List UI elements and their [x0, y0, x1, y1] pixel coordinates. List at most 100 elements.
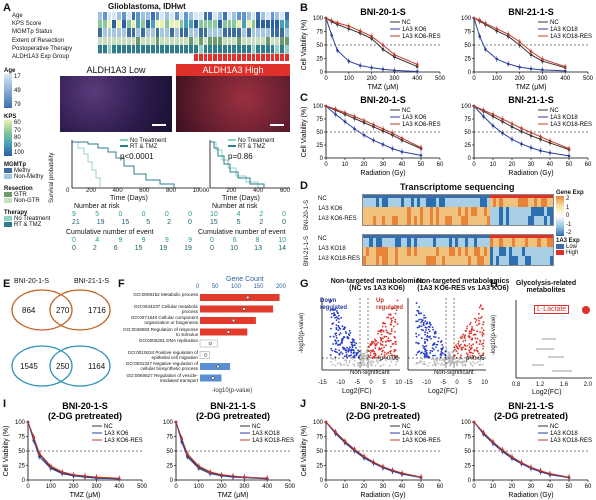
- volcano-point: [333, 313, 335, 315]
- event-cell: 2: [92, 245, 97, 252]
- x-tick-label: 20: [361, 484, 368, 490]
- volcano-point: [339, 362, 341, 364]
- km-right-risk-title: Number at risk: [212, 203, 258, 210]
- series-line: [325, 105, 422, 149]
- volcano-point: [466, 325, 469, 328]
- volcano-point: [334, 316, 336, 319]
- chart-c2-rad-bni21: BNI-21-1-S 0 10 20 30 40 50 60 0 25 50 75 100 Radiati…: [461, 95, 592, 177]
- event-cell: 10: [278, 237, 286, 244]
- series-line: [325, 105, 422, 156]
- volcano-point: [380, 353, 383, 356]
- risk-cell: 0: [164, 211, 169, 218]
- volcano-point: [335, 328, 338, 331]
- volcano-point: [482, 347, 484, 350]
- volcano-point: [365, 364, 368, 367]
- transcriptome-heatmap-top: [362, 194, 554, 226]
- volcano-point: [335, 324, 338, 327]
- volcano-point: [394, 330, 396, 333]
- g-xlabel: Log2(FC): [342, 388, 372, 395]
- volcano-point: [424, 333, 427, 336]
- volcano-point: [436, 343, 439, 346]
- event-cell: 9: [141, 237, 146, 244]
- volcano-point: [458, 345, 461, 348]
- volcano-point: [388, 332, 391, 335]
- volcano-point: [480, 327, 483, 329]
- volcano-point: [449, 357, 452, 359]
- f-go-terms: GO:0008152 Metabolic process GO:0044237 C…: [120, 292, 198, 384]
- series-line: [325, 421, 422, 479]
- volcano-point: [385, 344, 387, 347]
- volcano-point: [343, 355, 346, 358]
- volcano-point: [457, 342, 459, 345]
- risk-cell: 0: [282, 211, 286, 218]
- volcano-point: [423, 314, 425, 317]
- volcano-point: [437, 349, 440, 352]
- volcano-point: [437, 362, 440, 365]
- km-left-xtick: 200: [85, 188, 96, 194]
- x-tick-label: 40: [399, 162, 406, 168]
- volcano-point: [389, 313, 392, 316]
- volcano-point: [353, 338, 355, 341]
- volcano-point: [366, 359, 368, 362]
- volcano-point: [456, 363, 458, 366]
- legend-label: 1A3 KO6: [402, 431, 427, 437]
- x-axis-label: Radiation (Gy): [360, 492, 405, 499]
- volcano-point: [336, 351, 338, 354]
- y-tick-label: 100: [313, 104, 324, 110]
- chart-subtitle: (2-DG pretreated): [196, 411, 270, 421]
- volcano-point: [351, 338, 354, 341]
- volcano-point: [434, 354, 436, 357]
- panel-label-c: C: [300, 92, 308, 104]
- volcano-point: [383, 355, 386, 358]
- volcano-point: [459, 336, 462, 339]
- volcano-point: [430, 358, 433, 361]
- legend-label: 1A3 KO6: [104, 431, 129, 437]
- volcano-point: [425, 349, 428, 352]
- panel-d-title: Transcriptome sequencing: [400, 182, 515, 192]
- volcano-point: [456, 346, 459, 349]
- volcano-point: [431, 344, 434, 346]
- volcano-point: [370, 362, 373, 365]
- volcano-point: [479, 363, 482, 366]
- risk-cell: 0: [188, 219, 192, 226]
- volcano-point: [363, 364, 365, 367]
- volcano-point: [382, 363, 385, 366]
- volcano-point: [396, 299, 399, 302]
- volcano-point: [337, 321, 340, 323]
- km-right-legend: No Treatment: [238, 138, 275, 144]
- km-plot-right: [209, 140, 290, 189]
- volcano-point: [415, 341, 418, 344]
- therapy-legend-title: Therapy: [4, 210, 28, 217]
- volcano-point: [345, 355, 348, 357]
- x-tick-label: 10: [342, 484, 349, 490]
- volcano-point: [423, 360, 426, 363]
- h-xtick: 2.0: [583, 382, 592, 388]
- volcano-point: [354, 359, 356, 362]
- volcano-point: [432, 328, 435, 331]
- kps-tick: 100: [14, 150, 25, 156]
- volcano-point: [428, 326, 431, 328]
- x-tick-label: 400: [560, 76, 571, 82]
- volcano-point: [468, 351, 471, 354]
- volcano-point: [417, 312, 420, 314]
- volcano-point: [482, 352, 485, 355]
- y-tick-label: 50: [18, 449, 25, 455]
- x-tick-label: 30: [380, 162, 387, 168]
- volcano-point: [348, 359, 351, 362]
- panel-label-f: F: [118, 278, 125, 290]
- volcano-point: [481, 357, 484, 360]
- volcano-point: [427, 356, 430, 358]
- chart-title: BNI-21-1-S: [508, 401, 554, 411]
- y-tick-label: 100: [461, 420, 472, 426]
- volcano-point: [360, 364, 363, 366]
- volcano-point: [471, 364, 474, 367]
- volcano-point: [383, 351, 386, 354]
- venn2-mid-value: 250: [56, 362, 70, 371]
- volcano-point: [442, 346, 445, 349]
- volcano-point: [449, 361, 452, 364]
- volcano-point: [374, 338, 376, 341]
- risk-cell: 9: [72, 211, 76, 218]
- ihc-low-label: ALDH1A3 Low: [60, 64, 172, 76]
- x-tick-label: 0: [472, 162, 476, 168]
- volcano-point: [333, 350, 336, 353]
